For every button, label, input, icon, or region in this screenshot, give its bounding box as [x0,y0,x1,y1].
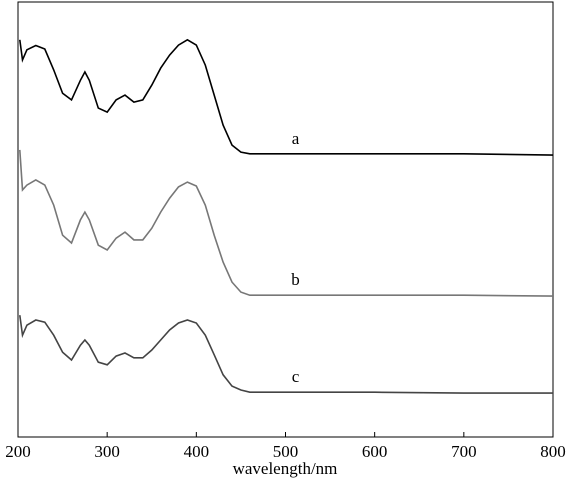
series-label: a [292,129,300,148]
x-tick-label: 400 [184,442,210,461]
x-tick-label: 800 [540,442,566,461]
spectrum-line [19,38,554,156]
spectrum-line [19,315,553,394]
x-tick-label: 500 [273,442,299,461]
x-tick-label: 700 [451,442,477,461]
x-tick-label: 200 [5,442,31,461]
plot-frame [17,1,554,438]
x-tick-label: 300 [94,442,120,461]
x-tick-label: 600 [362,442,388,461]
x-axis-label: wavelength/nm [233,459,338,478]
spectrum-line [19,149,554,297]
series-label: c [292,367,300,386]
series-label: b [291,270,300,289]
